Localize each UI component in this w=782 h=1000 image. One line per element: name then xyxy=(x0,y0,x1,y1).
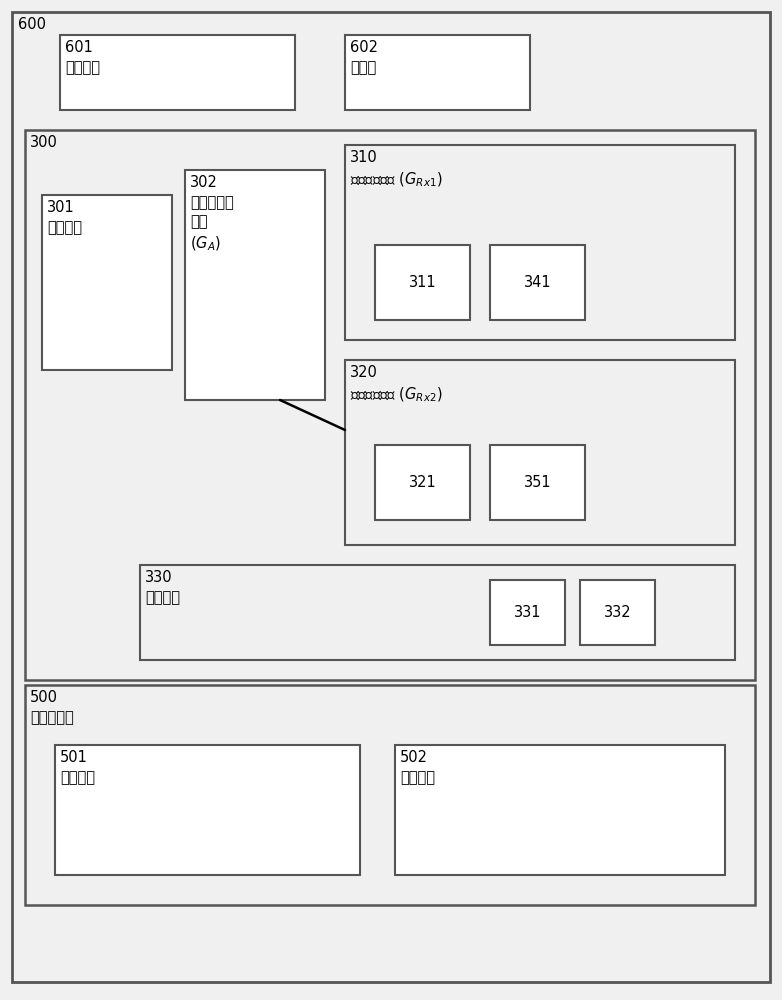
Bar xyxy=(185,170,325,400)
Bar xyxy=(395,745,725,875)
Bar xyxy=(375,445,470,520)
Bar xyxy=(25,685,755,905)
Text: 502
设置模块: 502 设置模块 xyxy=(400,750,435,785)
Bar xyxy=(580,580,655,645)
Bar xyxy=(490,445,585,520)
Bar xyxy=(60,35,295,110)
Text: 300: 300 xyxy=(30,135,58,150)
Text: 311: 311 xyxy=(409,275,436,290)
Text: 501
确定模块: 501 确定模块 xyxy=(60,750,95,785)
Text: 500
控制器模块: 500 控制器模块 xyxy=(30,690,74,725)
Text: 600: 600 xyxy=(18,17,46,32)
Text: 320
第二接收机链 ($G_{Rx2}$): 320 第二接收机链 ($G_{Rx2}$) xyxy=(350,365,443,404)
Text: 302
公共放大器
模块
($G_A$): 302 公共放大器 模块 ($G_A$) xyxy=(190,175,234,253)
Text: 330
测量模块: 330 测量模块 xyxy=(145,570,180,605)
Text: 351: 351 xyxy=(524,475,551,490)
Bar xyxy=(490,580,565,645)
Bar xyxy=(55,745,360,875)
Text: 310
第一接收机链 ($G_{Rx1}$): 310 第一接收机链 ($G_{Rx1}$) xyxy=(350,150,443,189)
Bar xyxy=(345,35,530,110)
Bar xyxy=(42,195,172,370)
Text: 341: 341 xyxy=(524,275,551,290)
Bar xyxy=(345,360,735,545)
Text: 602
存储器: 602 存储器 xyxy=(350,40,378,75)
Bar xyxy=(375,245,470,320)
Text: 601
处理电路: 601 处理电路 xyxy=(65,40,100,75)
Bar xyxy=(490,245,585,320)
Text: 321: 321 xyxy=(409,475,436,490)
Text: 332: 332 xyxy=(604,605,631,620)
Bar xyxy=(25,130,755,680)
Text: 301
前端模块: 301 前端模块 xyxy=(47,200,82,235)
Bar xyxy=(345,145,735,340)
Text: 331: 331 xyxy=(514,605,541,620)
Bar xyxy=(140,565,735,660)
